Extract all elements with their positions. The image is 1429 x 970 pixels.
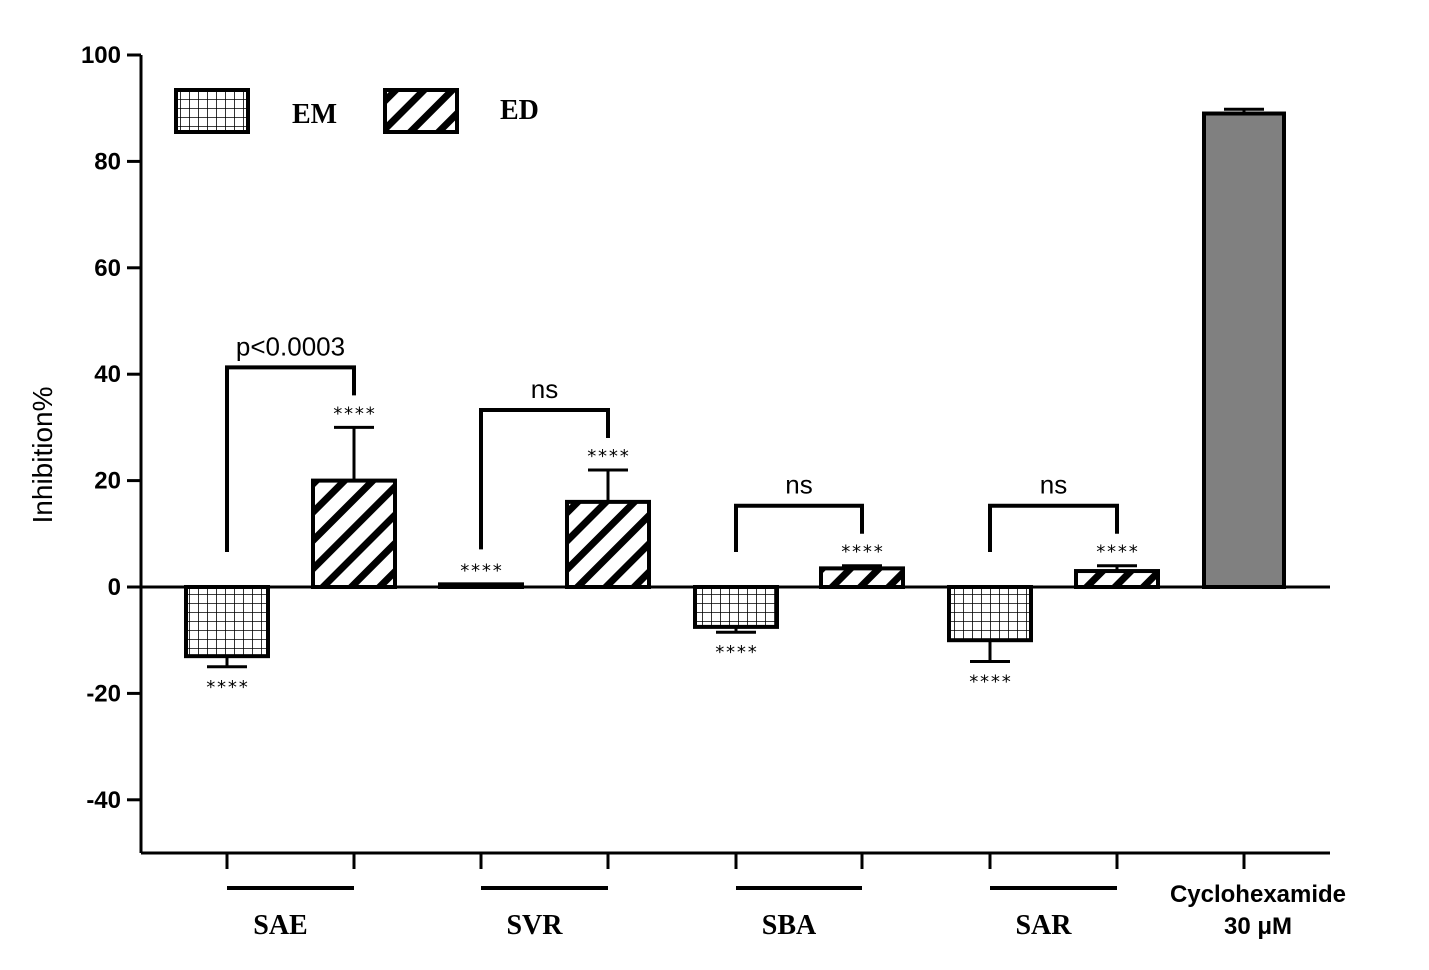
y-tick-label: 60 bbox=[94, 255, 121, 282]
comparison-label: p<0.0003 bbox=[236, 331, 345, 361]
comparison-label: ns bbox=[531, 374, 558, 404]
significance-stars-label: **** bbox=[205, 677, 248, 698]
group-labels: SAE SVR SBA SAR Cyclohexamide 30 μM bbox=[227, 881, 1346, 941]
control-label-line1: Cyclohexamide bbox=[1170, 881, 1346, 908]
y-tick-label: -20 bbox=[86, 680, 121, 707]
significance-stars-label: **** bbox=[332, 403, 375, 424]
comparison-bracket bbox=[988, 503, 1119, 552]
significance-stars-label: **** bbox=[586, 446, 629, 467]
y-tick-label: 20 bbox=[94, 468, 121, 495]
y-tick-label: 80 bbox=[94, 148, 121, 175]
x-axis bbox=[141, 851, 1330, 869]
y-tick-label: 0 bbox=[108, 574, 121, 601]
comparison-label: ns bbox=[785, 470, 812, 500]
bar-sar-em bbox=[947, 585, 1033, 643]
significance-stars-label: **** bbox=[968, 671, 1011, 692]
bar-sae-em bbox=[184, 585, 270, 659]
bar-sba-em bbox=[693, 585, 779, 629]
group-label-sae: SAE bbox=[253, 910, 307, 941]
bar-sba-ed bbox=[819, 566, 905, 590]
bar-sar-ed bbox=[1074, 569, 1160, 589]
error-bars bbox=[207, 107, 1264, 669]
bar-cyclohexamide bbox=[1202, 111, 1286, 590]
group-label-svr: SVR bbox=[506, 910, 563, 941]
bar-sae-ed bbox=[311, 478, 397, 590]
y-tick-label: -40 bbox=[86, 787, 121, 814]
legend-swatch-ed bbox=[383, 88, 459, 134]
significance-stars-label: **** bbox=[840, 542, 883, 563]
group-label-sar: SAR bbox=[1015, 910, 1072, 941]
significance-stars: **** **** **** **** **** **** **** **** bbox=[205, 403, 1138, 697]
comparison-bracket bbox=[225, 365, 356, 552]
comparison-brackets: p<0.0003 ns ns ns bbox=[225, 331, 1119, 552]
y-axis bbox=[127, 53, 143, 853]
y-axis-label: Inhibition% bbox=[27, 387, 58, 524]
significance-stars-label: **** bbox=[714, 642, 757, 663]
group-label-sba: SBA bbox=[762, 910, 817, 941]
significance-stars-label: **** bbox=[459, 560, 502, 581]
bar-svr-ed bbox=[565, 499, 651, 590]
comparison-bracket bbox=[479, 407, 610, 550]
legend-label-ed: ED bbox=[500, 95, 539, 126]
significance-stars-label: **** bbox=[1095, 542, 1138, 563]
y-tick-label: 40 bbox=[94, 361, 121, 388]
legend-label-em: EM bbox=[292, 99, 337, 130]
legend-swatch-em bbox=[174, 88, 250, 134]
legend: EM ED bbox=[174, 88, 539, 134]
y-tick-labels: 100 80 60 40 20 0 -20 -40 bbox=[81, 42, 121, 814]
bars bbox=[184, 111, 1286, 659]
comparison-bracket bbox=[734, 503, 864, 552]
control-label-line2: 30 μM bbox=[1224, 913, 1292, 940]
y-tick-label: 100 bbox=[81, 42, 121, 69]
comparison-label: ns bbox=[1040, 470, 1067, 500]
